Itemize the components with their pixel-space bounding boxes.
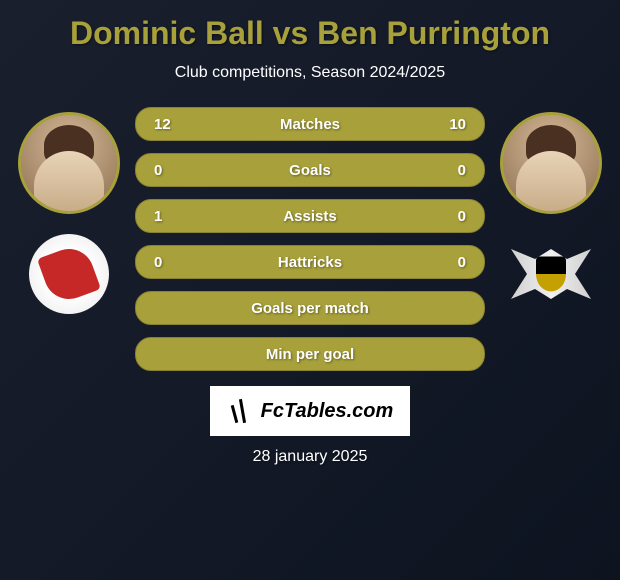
stats-column: 12 Matches 10 0 Goals 0 1 Assists 0 0 Ha… [135, 107, 485, 371]
subtitle: Club competitions, Season 2024/2025 [0, 64, 620, 82]
stat-row-goals: 0 Goals 0 [135, 153, 485, 187]
stat-row-hattricks: 0 Hattricks 0 [135, 245, 485, 279]
stat-right-value: 10 [436, 116, 466, 133]
stat-row-matches: 12 Matches 10 [135, 107, 485, 141]
logo-box: FcTables.com [210, 386, 410, 436]
club-left-badge [29, 234, 109, 314]
player-left-avatar [18, 112, 120, 214]
stat-label: Matches [280, 116, 340, 133]
stat-right-value: 0 [436, 208, 466, 225]
club-right-badge [501, 234, 601, 314]
right-column [500, 107, 602, 314]
content-area: 12 Matches 10 0 Goals 0 1 Assists 0 0 Ha… [0, 107, 620, 371]
fctables-icon [227, 397, 255, 425]
stat-label: Hattricks [278, 254, 342, 271]
stat-label: Min per goal [266, 346, 354, 363]
page-title: Dominic Ball vs Ben Purrington [0, 15, 620, 52]
stat-left-value: 12 [154, 116, 184, 133]
logo-text: FcTables.com [261, 400, 394, 423]
date-text: 28 january 2025 [0, 448, 620, 466]
stat-label: Assists [283, 208, 336, 225]
stat-left-value: 1 [154, 208, 184, 225]
player-right-avatar [500, 112, 602, 214]
stat-right-value: 0 [436, 162, 466, 179]
stat-row-min-per-goal: Min per goal [135, 337, 485, 371]
stat-label: Goals per match [251, 300, 369, 317]
left-column [18, 107, 120, 314]
stat-left-value: 0 [154, 162, 184, 179]
stat-row-assists: 1 Assists 0 [135, 199, 485, 233]
stat-label: Goals [289, 162, 331, 179]
stat-row-goals-per-match: Goals per match [135, 291, 485, 325]
stat-right-value: 0 [436, 254, 466, 271]
stat-left-value: 0 [154, 254, 184, 271]
